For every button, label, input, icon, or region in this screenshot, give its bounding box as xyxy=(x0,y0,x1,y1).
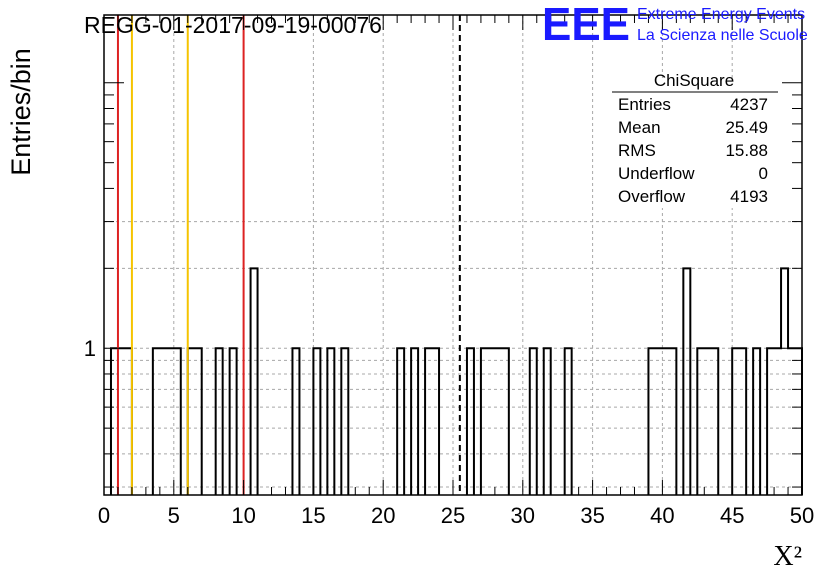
histogram-bin xyxy=(565,348,572,495)
stats-row-value: 25.49 xyxy=(725,118,768,137)
x-tick-label: 35 xyxy=(580,503,604,528)
histogram-outline xyxy=(109,267,803,495)
stats-row-label: Underflow xyxy=(618,164,695,183)
logo-line-2: La Scienza nelle Scuole xyxy=(637,27,808,44)
histogram-bin xyxy=(230,348,237,495)
tick-labels: 0 5 10 15 20 25 30 35 40 45 50 1 xyxy=(84,336,814,528)
stats-rows: Entries 4237 Mean 25.49 RMS 15.88 Underflow 0 Ov… xyxy=(618,95,768,206)
x-tick-label: 45 xyxy=(720,503,744,528)
histogram-bin xyxy=(411,348,418,495)
stats-row-value: 4193 xyxy=(730,187,768,206)
x-tick-label: 0 xyxy=(98,503,110,528)
histogram-bin xyxy=(530,348,537,495)
histogram-bin xyxy=(467,348,474,495)
histogram-bin xyxy=(111,348,118,495)
x-tick-label: 25 xyxy=(441,503,465,528)
histogram-bin xyxy=(292,348,299,495)
stats-row-value: 4237 xyxy=(730,95,768,114)
x-tick-label: 10 xyxy=(231,503,255,528)
stats-row-label: Mean xyxy=(618,118,661,137)
histogram-bin xyxy=(188,348,202,495)
stats-row-value: 15.88 xyxy=(725,141,768,160)
x-tick-label: 50 xyxy=(790,503,814,528)
histogram-bin xyxy=(313,348,320,495)
histogram-bin xyxy=(327,348,334,495)
histogram-bin xyxy=(753,348,760,495)
marker-lines xyxy=(116,15,461,495)
histogram-bin xyxy=(781,268,788,495)
x-tick-label: 5 xyxy=(168,503,180,528)
histogram-bin xyxy=(425,348,439,495)
histogram-bin xyxy=(481,348,509,495)
stats-row-value: 0 xyxy=(759,164,768,183)
y-axis-label: Entries/bin xyxy=(6,48,36,176)
histogram-bin xyxy=(153,348,181,495)
x-tick-label: 40 xyxy=(650,503,674,528)
x-tick-label: 15 xyxy=(301,503,325,528)
histogram-bin xyxy=(732,348,746,495)
stats-row-label: Overflow xyxy=(618,187,686,206)
histogram-bin xyxy=(697,348,718,495)
histogram-bin xyxy=(341,348,348,495)
stats-title: ChiSquare xyxy=(654,71,734,90)
histogram-bars xyxy=(109,267,803,495)
histogram-bin xyxy=(683,268,690,495)
y-tick-label: 1 xyxy=(84,336,96,361)
histogram-bin xyxy=(544,348,551,495)
stats-box: ChiSquare Entries 4237 Mean 25.49 RMS 15.88 Un… xyxy=(610,71,780,208)
stats-row-label: Entries xyxy=(618,95,671,114)
histogram-bin xyxy=(397,348,404,495)
histogram-bin xyxy=(118,348,132,495)
x-axis-label: X² xyxy=(773,541,802,572)
chart-title: REGG-01-2017-09-19-00076 xyxy=(84,12,382,38)
histogram-bin xyxy=(788,348,802,495)
histogram-bin xyxy=(251,268,258,495)
eee-logo-mark: EEE xyxy=(542,0,630,50)
histogram-bin xyxy=(216,348,223,495)
x-tick-label: 20 xyxy=(371,503,395,528)
logo-line-1: Extreme Energy Events xyxy=(637,6,805,23)
stats-row-label: RMS xyxy=(618,141,656,160)
x-tick-label: 30 xyxy=(511,503,535,528)
axis-ticks xyxy=(103,15,803,495)
histogram-bin xyxy=(767,348,781,495)
